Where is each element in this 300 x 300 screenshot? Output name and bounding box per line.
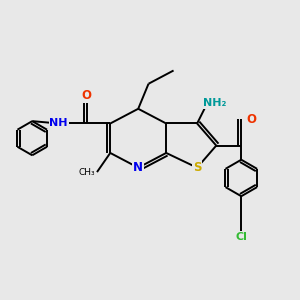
Text: NH₂: NH₂ (203, 98, 226, 108)
Text: NH: NH (50, 118, 68, 128)
Text: Cl: Cl (235, 232, 247, 242)
Text: O: O (82, 89, 92, 102)
Text: CH₃: CH₃ (78, 168, 95, 177)
Text: N: N (133, 161, 143, 174)
Text: O: O (247, 112, 256, 126)
Text: S: S (193, 161, 201, 174)
